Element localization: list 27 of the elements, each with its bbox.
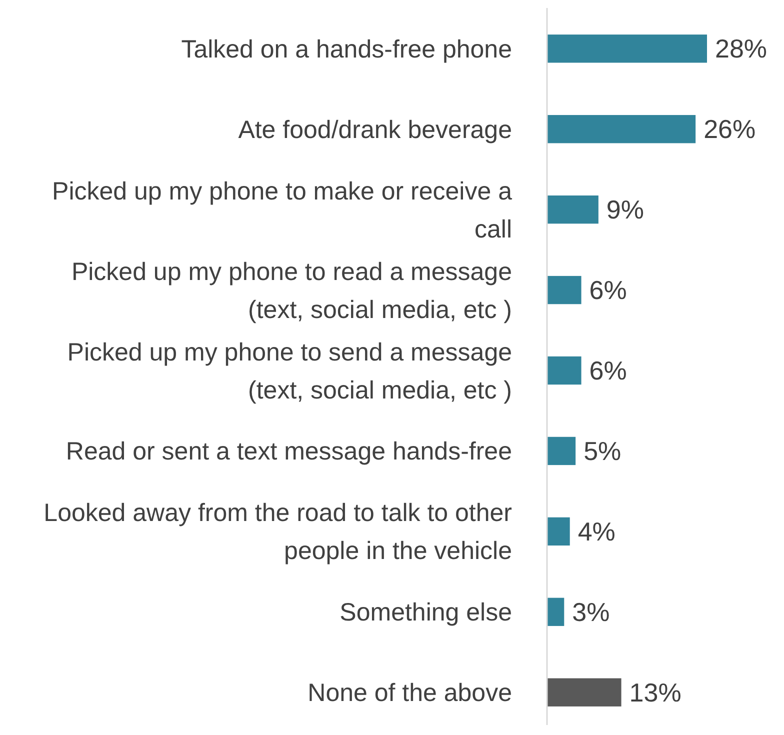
bar [547, 356, 582, 385]
y-tick-label: Read or sent a text message hands-free [66, 438, 512, 466]
bar [547, 517, 570, 546]
bar [547, 115, 696, 144]
y-tick-label: Something else [340, 598, 512, 627]
data-label: 6% [589, 275, 627, 306]
data-label: 9% [606, 194, 644, 225]
data-label: 3% [572, 597, 610, 627]
data-label: 5% [584, 436, 622, 466]
data-label: 6% [589, 356, 627, 386]
bar [547, 598, 564, 626]
y-tick-label: Ate food/drank beverage [238, 116, 512, 144]
data-label: 4% [578, 516, 616, 547]
data-label: 26% [704, 114, 756, 144]
bar [547, 34, 707, 63]
bar [547, 436, 576, 466]
data-label: 28% [715, 34, 768, 64]
y-tick-label: Talked on a hands-free phone [181, 35, 512, 64]
data-label: 13% [629, 677, 682, 708]
y-tick-label: Picked up my phone to send a message (text, social media, etc ) [67, 338, 512, 404]
bar [547, 678, 622, 706]
bar [547, 276, 582, 304]
y-tick-label: Picked up my phone to make or receive a call [52, 177, 512, 244]
y-tick-label: Looked away from the road to talk to other people in the vehicle [44, 499, 512, 566]
y-tick-label: None of the above [308, 679, 512, 708]
y-tick-label: Picked up my phone to read a message (text, social media, etc ) [71, 258, 512, 324]
bar [547, 195, 598, 224]
